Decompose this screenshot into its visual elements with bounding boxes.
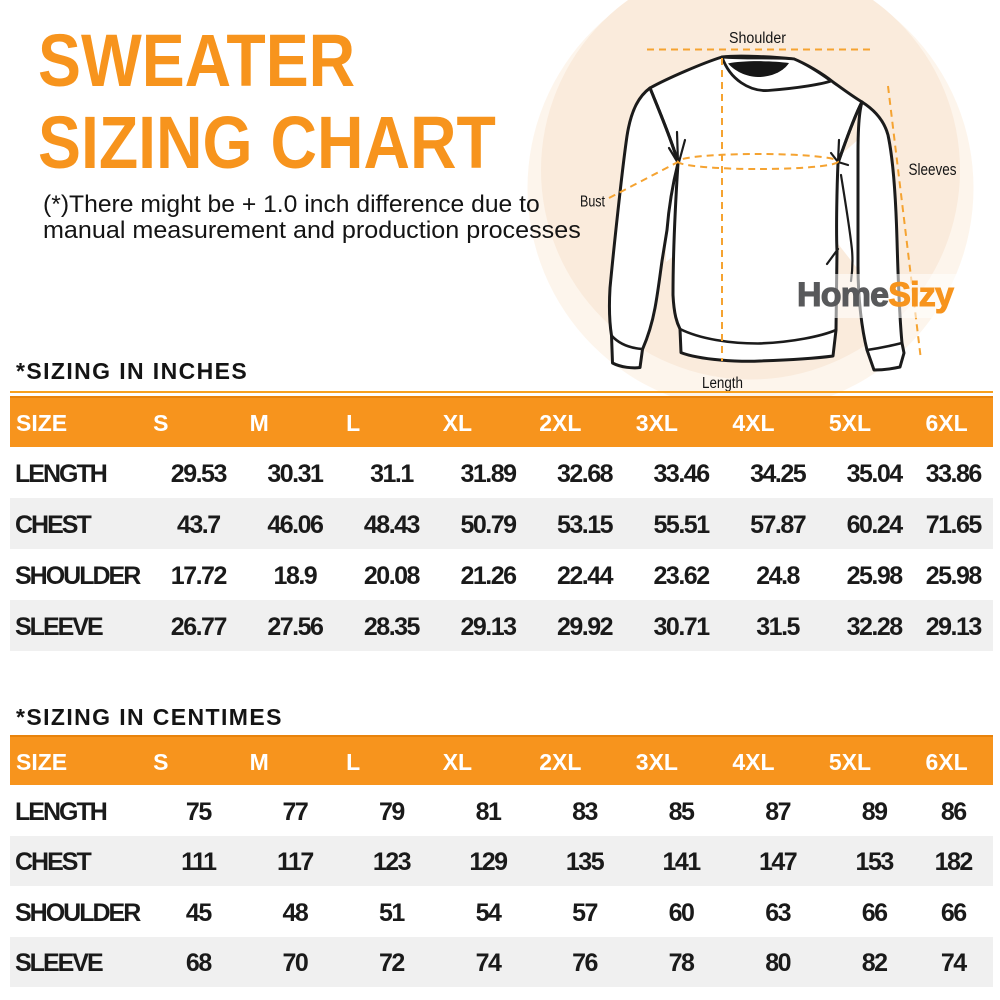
svg-text:Bust: Bust <box>580 194 606 211</box>
svg-text:Sleeves: Sleeves <box>909 160 957 179</box>
svg-text:HomeSizy: HomeSizy <box>797 276 954 314</box>
svg-text:Shoulder: Shoulder <box>729 30 786 47</box>
svg-text:Length: Length <box>702 375 743 392</box>
